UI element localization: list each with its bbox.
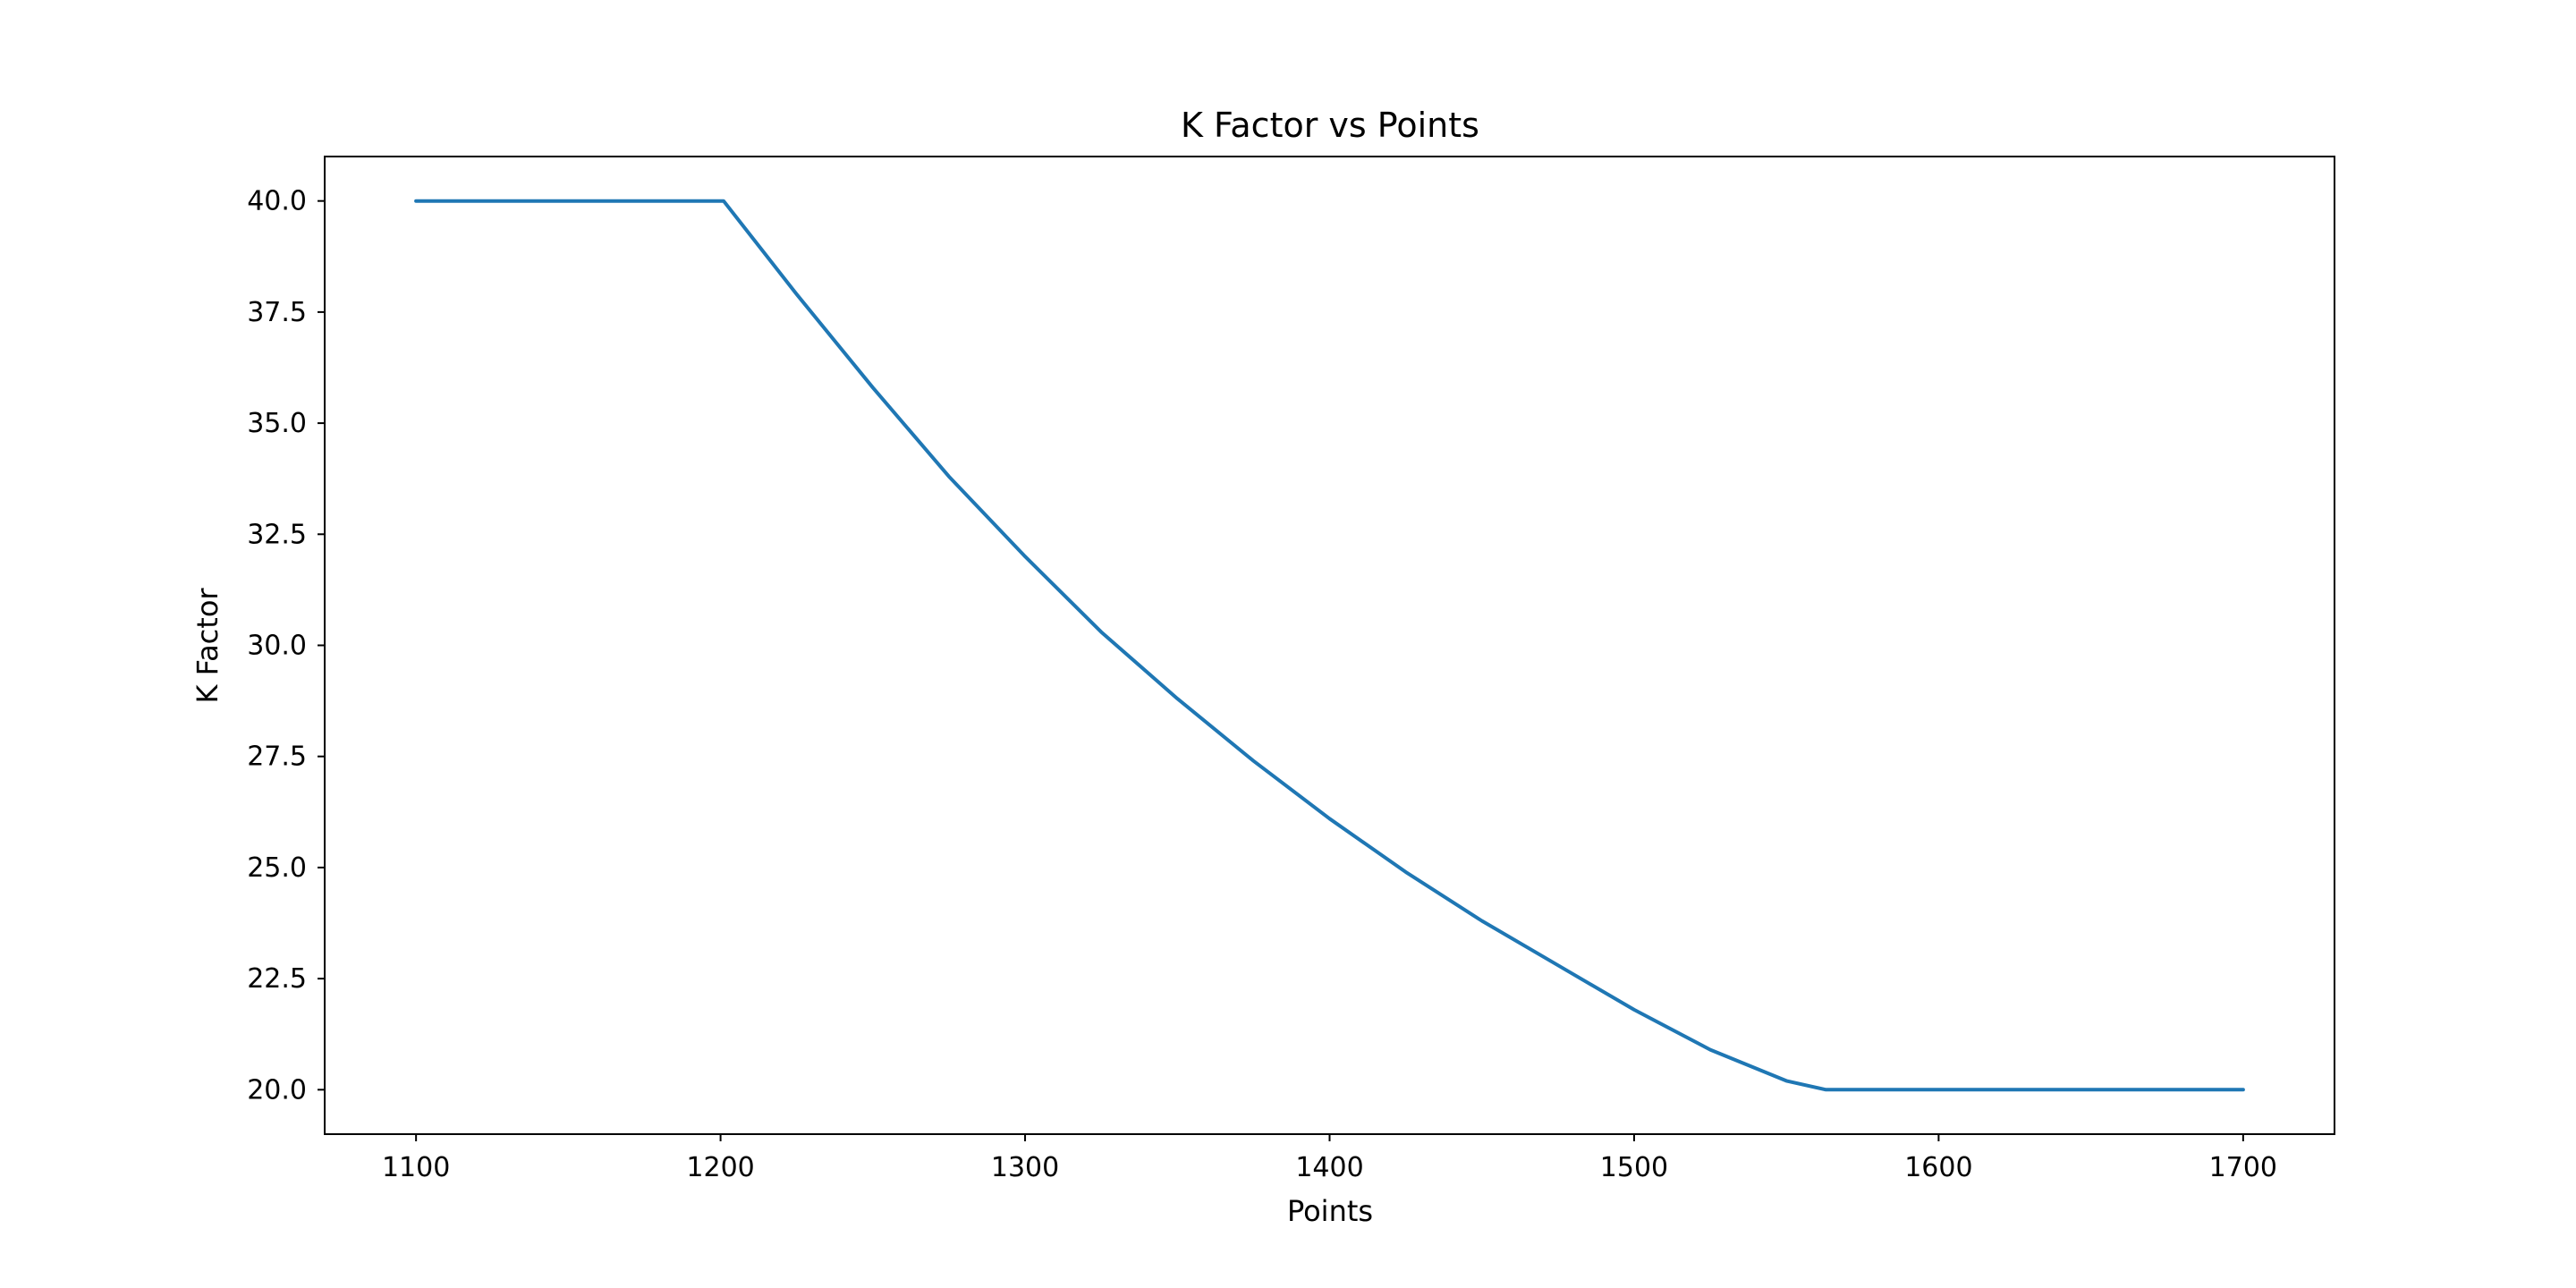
x-tick-label: 1100 xyxy=(382,1152,450,1183)
y-tick-label: 30.0 xyxy=(247,631,307,662)
y-tick-label: 20.0 xyxy=(247,1074,307,1106)
y-tick-label: 35.0 xyxy=(247,408,307,439)
plot-area: 1100 1200 1300 1400 1500 1600 1700 20.0 22.5 25.0… xyxy=(247,156,2335,1183)
y-axis-label: K Factor xyxy=(191,588,225,704)
series-line-1 xyxy=(414,199,2245,1092)
y-tick-label: 32.5 xyxy=(247,519,307,550)
x-tick-label: 1600 xyxy=(1904,1152,1972,1183)
y-tick-label: 25.0 xyxy=(247,852,307,884)
x-tick-label: 1400 xyxy=(1295,1152,1363,1183)
x-axis-label: Points xyxy=(1287,1194,1373,1228)
x-tick-label: 1500 xyxy=(1600,1152,1668,1183)
chart-title: K Factor vs Points xyxy=(1181,106,1479,145)
x-tick-label: 1300 xyxy=(991,1152,1059,1183)
y-tick-label: 22.5 xyxy=(247,963,307,995)
y-tick-label: 27.5 xyxy=(247,741,307,773)
y-tick-label: 37.5 xyxy=(247,297,307,328)
x-tick-label: 1200 xyxy=(686,1152,754,1183)
y-tick-label: 40.0 xyxy=(247,186,307,217)
x-tick-label: 1700 xyxy=(2209,1152,2277,1183)
